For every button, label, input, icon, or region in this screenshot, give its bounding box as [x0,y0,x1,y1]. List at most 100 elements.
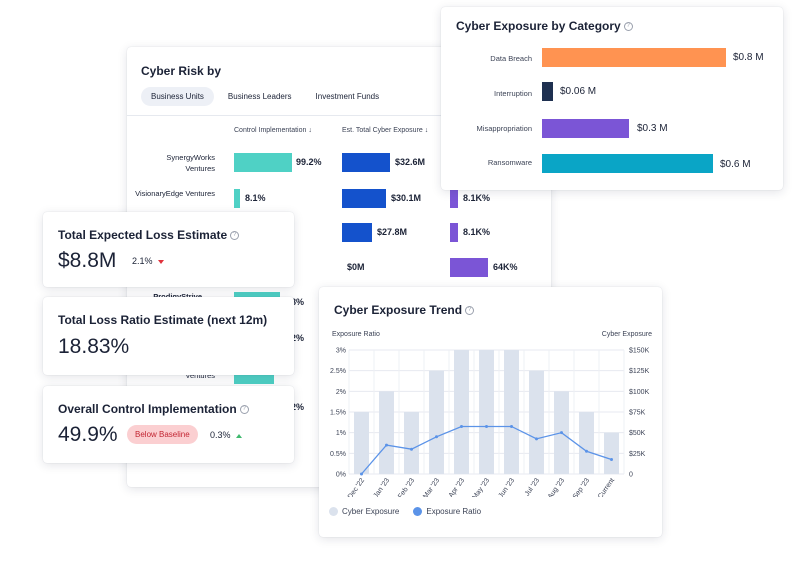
x-tick-label: Jul '23 [524,477,541,497]
category-label: Interruption [494,89,532,98]
ratio-point [585,449,588,453]
control-value: 8.1% [245,193,266,203]
right-tick-label: $50K [629,430,646,437]
ratio-point [460,424,463,428]
risk-tabs: Business Units Business Leaders Investme… [141,87,389,106]
exposure-bar [342,223,372,242]
control-value: 99.2% [296,157,322,167]
tab-business-leaders[interactable]: Business Leaders [227,92,292,101]
ratio-point [410,447,413,451]
exposure-by-category-card: Cyber Exposure by Category? Data Breach … [441,7,783,190]
x-tick-label: May '23 [471,477,491,497]
category-label: Misappropriation [476,124,532,133]
left-tick-label: 3% [336,348,346,355]
control-bar [234,189,240,208]
exposure-bar [504,350,519,474]
exposure-bar [379,391,394,474]
risk-title: Cyber Risk by [141,64,222,78]
col-header-exposure[interactable]: Est. Total Cyber Exposure ↓ [342,127,429,134]
kpi-change: 0.3% [210,430,242,440]
exposure-bar [579,412,594,474]
legend-item-ratio[interactable]: Exposure Ratio [413,507,481,517]
row-label: SynergyWorks Ventures [166,153,215,173]
ratio-point [385,443,388,447]
kpi-title: Total Loss Ratio Estimate (next 12m) [58,313,268,327]
sort-arrow-icon: ↓ [424,127,429,134]
x-tick-label: Jun '23 [498,477,517,497]
category-value: $0.06 M [560,86,597,97]
info-icon[interactable]: ? [230,231,240,241]
right-tick-label: $150K [629,348,650,355]
x-tick-label: Current [597,477,616,497]
row-label: ProdigyStrive [127,291,202,302]
chart-legend: Cyber Exposure Exposure Ratio [329,507,481,517]
legend-item-exposure[interactable]: Cyber Exposure [329,507,399,517]
exposure-bar [479,350,494,474]
category-value: $0.8 M [733,52,764,63]
third-value: 8.1K% [463,193,491,203]
category-label: Data Breach [490,54,532,63]
exposure-value: $0M [347,262,365,272]
trend-chart: 0% 0 0.5% $25K 1% $50K 1.5% $75K 2% $100K 2.5% $125… [330,348,650,498]
exposure-value: $30.1M [391,193,422,203]
exposure-bar [454,350,469,474]
control-bar [234,153,292,172]
left-tick-label: 0% [336,472,346,479]
control-value: 8% [291,297,305,307]
info-icon[interactable]: ? [239,405,249,415]
exposure-trend-card: Cyber Exposure Trend? Exposure Ratio Cyb… [319,287,662,537]
third-bar [450,223,458,242]
ratio-point [535,437,538,441]
kpi-title: Total Expected Loss Estimate? [58,228,240,242]
overall-control-card: Overall Control Implementation? 49.9% Be… [43,386,294,463]
category-value: $0.3 M [637,123,668,134]
left-tick-label: 2.5% [330,368,346,375]
right-axis-title: Cyber Exposure [601,331,652,338]
x-tick-label: Dec '22 [347,477,366,497]
kpi-title: Overall Control Implementation? [58,402,249,416]
tab-business-units[interactable]: Business Units [141,87,214,106]
third-value: 8.1K% [463,227,491,237]
right-tick-label: 0 [629,472,633,479]
arrow-down-icon [157,259,164,264]
category-label: Ransomware [487,158,532,167]
left-tick-label: 2% [336,389,346,396]
third-bar [450,189,458,208]
status-badge: Below Baseline [127,425,198,444]
x-tick-label: Feb '23 [397,477,416,497]
ratio-point [560,431,563,435]
kpi-value: $8.8M [58,249,117,272]
exposure-bar [529,370,544,474]
x-tick-label: Aug '23 [547,477,566,497]
left-tick-label: 1.5% [330,410,346,417]
col-header-control[interactable]: Control Implementation ↓ [234,127,312,134]
total-expected-loss-card: Total Expected Loss Estimate? $8.8M 2.1% [43,212,294,287]
control-value: 2% [291,333,305,343]
x-tick-label: Mar '23 [422,477,441,497]
info-icon[interactable]: ? [465,306,475,316]
trend-title: Cyber Exposure Trend? [334,303,475,317]
left-axis-title: Exposure Ratio [332,331,380,338]
legend-dot-icon [329,507,338,517]
exposure-bar [604,432,619,474]
exposure-bar [404,412,419,474]
ratio-point [510,424,513,428]
ratio-point [485,424,488,428]
tab-investment-funds[interactable]: Investment Funds [315,92,380,101]
category-bar[interactable] [542,48,726,67]
category-bar[interactable] [542,154,713,173]
arrow-up-icon [235,433,242,438]
info-icon[interactable]: ? [623,22,633,32]
legend-dot-icon [413,507,423,517]
category-title: Cyber Exposure by Category? [456,19,633,33]
divider [127,115,551,116]
ratio-point [360,472,363,476]
category-bar[interactable] [542,82,553,101]
right-tick-label: $75K [629,410,646,417]
x-tick-label: Sep '23 [572,477,591,497]
sort-arrow-icon: ↓ [308,127,312,134]
exposure-value: $32.6M [395,157,426,167]
total-loss-ratio-card: Total Loss Ratio Estimate (next 12m) 18.… [43,297,294,375]
exposure-bar [354,412,369,474]
category-bar[interactable] [542,119,629,138]
